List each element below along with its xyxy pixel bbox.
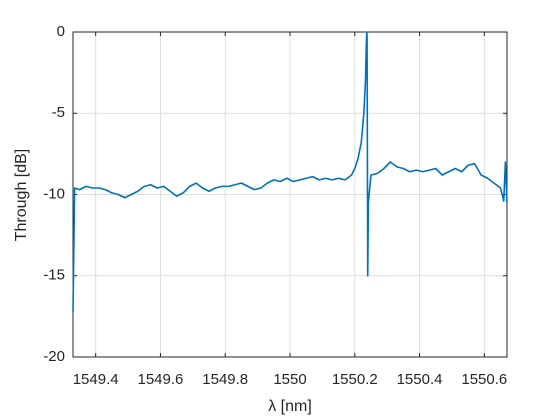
y-tick-label: -20 [43,348,65,365]
y-tick-label: -10 [43,185,65,202]
y-tick-label: -15 [43,267,65,284]
y-tick-label: 0 [57,23,65,40]
x-tick-label: 1549.4 [73,371,119,388]
y-axis-label: Through [dB] [13,149,30,242]
x-tick-label: 1549.8 [202,371,248,388]
y-tick-label: -5 [52,104,65,121]
x-tick-label: 1550.2 [332,371,378,388]
x-tick-label: 1550.6 [461,371,507,388]
data-line [72,31,508,312]
x-tick-label: 1549.6 [138,371,184,388]
x-tick-label: 1550.4 [397,371,443,388]
x-tick-label: 1550 [273,371,306,388]
x-axis-label: λ [nm] [268,398,312,415]
